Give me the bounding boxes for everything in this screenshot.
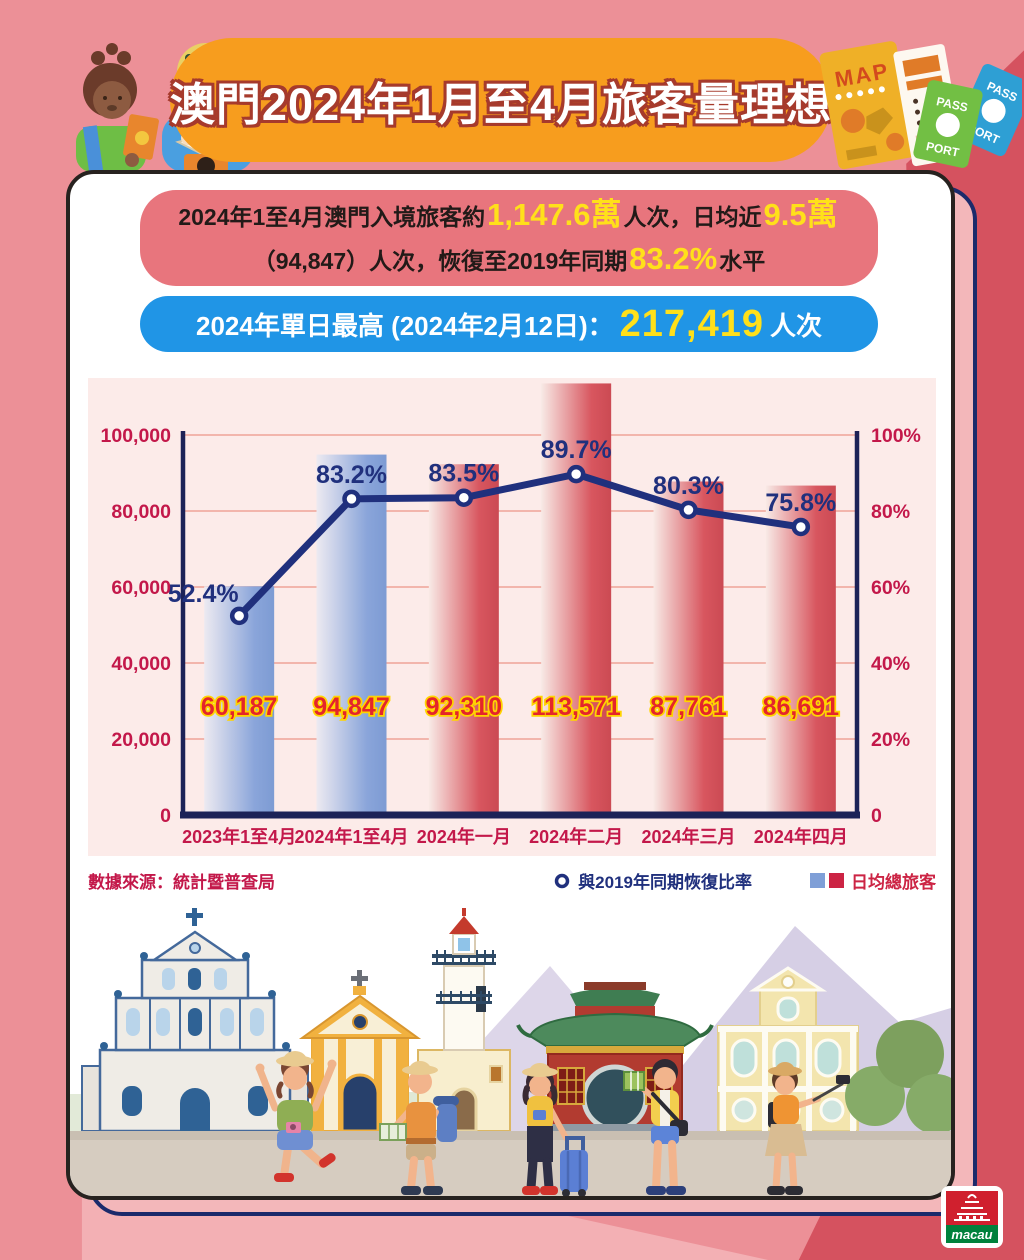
passport-green-bottom-label: PORT [925,139,961,160]
bar-3 [428,464,499,815]
line-marker-icon [554,873,570,888]
highlight-number: 83.2% [629,241,718,276]
macau-tourism-logo: macau [941,1186,1003,1248]
peak-prefix: 2024年單日最高 (2024年2月12日)： [196,310,614,341]
building-guia-lighthouse [417,908,511,1133]
bar-6 [765,485,836,815]
bar-5 [653,481,724,815]
highlight-number: 9.5萬 [763,197,838,232]
tourist-jumping-woman [255,1051,337,1182]
text-segment: （94,847）人次，恢復至2019年同期 [252,248,628,274]
peak-value: 217,419 [619,302,764,345]
bar-value-label: 87,761 [650,693,727,721]
line-marker-3 [454,488,474,507]
tourist-backpacker-man [379,1061,459,1195]
logo-brand-text: macau [951,1227,992,1242]
category-label: 2024年三月 [641,826,735,847]
right-tick-label: 80% [871,501,910,523]
summary-line-2: （94,847）人次，恢復至2019年同期83.2%水平 [253,238,765,282]
right-tick-label: 20% [871,729,910,751]
building-yellow-church [298,970,422,1133]
tourist-suitcase-woman [522,1063,588,1196]
highlight-number: 1,147.6萬 [487,197,622,232]
category-label: 2024年四月 [754,826,848,847]
line-marker-2 [342,489,361,509]
category-label: 2024年1至4月 [294,826,408,847]
left-tick-label: 40,000 [111,653,171,675]
bar-value-label: 86,691 [763,693,840,721]
left-tick-label: 100,000 [101,425,172,447]
lighthouse-fences [432,950,496,1004]
passport-green-icon: PASS PORT [913,80,983,168]
legend-bar-item: 日均總旅客 [810,868,936,893]
left-tick-label: 0 [160,805,171,827]
tourist-child [76,43,159,172]
right-tick-label: 40% [871,653,910,675]
blue-bar-swatch-icon [810,873,825,888]
ruins-facade-glyph [954,1194,990,1221]
line-marker-4 [566,464,586,484]
tourist-selfie-woman [765,1062,850,1195]
percent-label: 75.8% [765,489,836,517]
right-tick-label: 60% [871,577,910,599]
legend-row: 數據來源：統計暨普查局 與2019年同期恢復比率 日均總旅客 [88,868,936,893]
percent-label: 52.4% [168,580,239,608]
summary-line-1: 2024年1至4月澳門入境旅客約1,147.6萬人次，日均近9.5萬 [178,194,839,238]
bar-value-label: 94,847 [313,693,389,721]
percent-label: 83.5% [428,460,499,488]
daily-peak-box: 2024年單日最高 (2024年2月12日)： 217,419 人次 [140,296,878,352]
page-title: 澳門2024年1月至4月旅客量理想 [169,78,833,130]
bar-2 [316,454,387,815]
text-segment: 人次，日均近 [623,204,762,230]
left-tick-label: 80,000 [111,501,171,523]
percent-label: 89.7% [541,436,612,464]
line-marker-1 [229,606,249,626]
peak-suffix: 人次 [769,310,822,341]
category-label: 2023年1至4月 [182,826,296,847]
line-marker-5 [679,500,698,520]
text-segment: 2024年1至4月澳門入境旅客約 [178,204,486,230]
infographic-card: 2024年1至4月澳門入境旅客約1,147.6萬人次，日均近9.5萬 （94,8… [66,170,955,1200]
map-booklet-icon: MAP [819,41,916,170]
line-marker-6 [791,517,811,537]
percent-label: 83.2% [316,461,387,489]
tourist-map-man [623,1059,688,1195]
travel-documents-illustration: MAP PASS PORT PASS [819,41,1022,170]
category-label: 2024年一月 [417,826,511,847]
bar-4 [541,383,612,815]
passport-green-top-label: PASS [935,94,969,114]
text-segment: 水平 [719,248,766,274]
legend-bar-label: 日均總旅客 [851,873,936,892]
left-tick-label: 20,000 [111,729,171,751]
percent-label: 80.3% [653,472,724,500]
recovery-line [236,470,802,619]
chart-panel: 60,187 94,847 92,310 113,571 87,761 86,691 52.… [88,378,936,856]
ground [70,1131,951,1196]
left-tick-label: 60,000 [111,577,171,599]
legend-line-label: 與2019年同期恢復比率 [578,873,752,892]
red-bar-swatch-icon [829,873,844,888]
bar-value-label: 60,187 [201,693,277,721]
facade-detail-dots [959,1216,983,1219]
legend-line-item: 與2019年同期恢復比率 [553,868,752,893]
macau-landmarks-illustration [70,908,951,1196]
visitors-combo-chart: 60,187 94,847 92,310 113,571 87,761 86,691 52.… [101,383,921,847]
summary-box: 2024年1至4月澳門入境旅客約1,147.6萬人次，日均近9.5萬 （94,8… [140,190,878,286]
ground-edge [70,1131,951,1140]
bar-value-label: 113,571 [532,693,621,721]
right-tick-label: 100% [871,425,921,447]
data-source: 數據來源：統計暨普查局 [88,873,275,892]
bar-value-label: 92,310 [426,693,502,721]
title-banner: 澳門2024年1月至4月旅客量理想 [170,38,832,162]
category-label: 2024年二月 [529,826,623,847]
right-tick-label: 0 [871,805,882,827]
trees [845,1020,951,1134]
